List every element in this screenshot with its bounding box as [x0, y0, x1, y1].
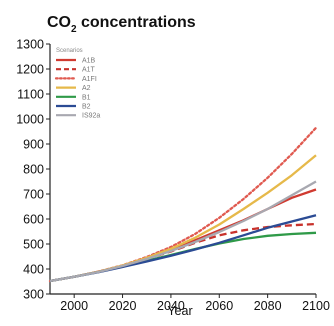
y-tick-label: 700 [23, 188, 44, 202]
legend-label-b1: B1 [82, 94, 91, 101]
legend-label-a2: A2 [82, 85, 91, 92]
x-tick-label: 2020 [109, 299, 137, 313]
title-rest: concentrations [77, 14, 196, 31]
x-tick-label: 2060 [205, 299, 233, 313]
y-tick-label: 600 [23, 213, 44, 227]
x-tick-label: 2100 [302, 299, 330, 313]
series-layer [48, 126, 318, 283]
legend-label-a1t: A1T [82, 67, 96, 74]
x-axis-title: Year [167, 304, 192, 318]
title-main: CO [47, 14, 71, 31]
series-line-a2 [49, 154, 317, 283]
y-tick-label: 400 [23, 263, 44, 277]
x-tick-label: 2040 [157, 299, 185, 313]
legend-label-a1fi: A1FI [82, 76, 97, 83]
y-tick-label: 800 [23, 163, 44, 177]
legend-label-a1b: A1B [82, 58, 96, 65]
x-tick-label: 2080 [254, 299, 282, 313]
y-tick-label: 900 [23, 138, 44, 152]
legend-label-is92a: IS92a [82, 113, 100, 120]
y-tick-label: 1100 [17, 88, 44, 102]
y-tick-label: 1000 [16, 113, 44, 127]
legend-label-b2: B2 [82, 104, 91, 111]
y-tick-label: 1200 [16, 63, 44, 77]
y-tick-label: 500 [23, 238, 44, 252]
chart-title: CO2 concentrations [47, 14, 196, 35]
chart-legend: Scenarios A1B A1T A1FI A2 B1 B2 IS92a [54, 48, 100, 120]
title-subscript: 2 [71, 24, 77, 35]
x-tick-label: 2000 [60, 299, 88, 313]
y-tick-label: 1300 [16, 38, 44, 52]
legend-title: Scenarios [56, 48, 83, 54]
y-tick-label: 300 [23, 288, 44, 302]
series-line-is92a [49, 180, 317, 283]
axes-layer: 300 400 500 600 700 800 900 1000 1100 1200 1300 200… [16, 38, 330, 314]
